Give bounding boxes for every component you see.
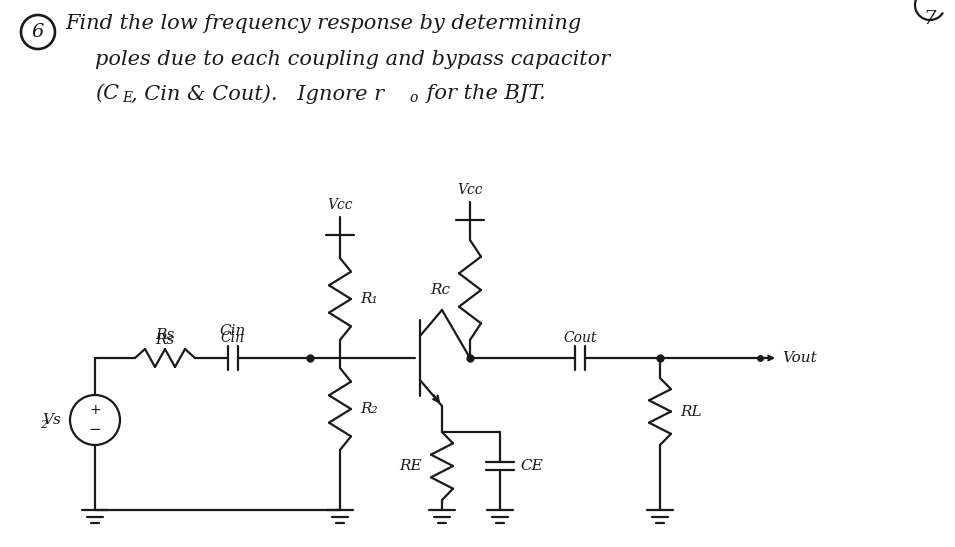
Text: Vout: Vout (782, 351, 817, 365)
Text: Cin: Cin (220, 324, 245, 338)
Text: 6: 6 (32, 23, 44, 41)
Text: Rs: Rs (156, 328, 175, 342)
Text: (C: (C (95, 84, 119, 103)
Text: , Cin & Cout).   Ignore r: , Cin & Cout). Ignore r (131, 84, 384, 104)
Text: Find the low frequency response by determining: Find the low frequency response by deter… (65, 14, 582, 33)
Text: 7: 7 (923, 10, 936, 28)
Text: RL: RL (680, 404, 702, 418)
Text: o: o (409, 91, 417, 105)
Text: Vcc: Vcc (328, 198, 352, 212)
Text: 2: 2 (40, 420, 47, 430)
Text: −: − (89, 422, 101, 438)
Text: poles due to each coupling and bypass capacitor: poles due to each coupling and bypass ca… (95, 50, 610, 69)
Text: Rc: Rc (430, 283, 450, 297)
Text: Vs: Vs (42, 413, 61, 427)
Text: RE: RE (399, 459, 422, 473)
Text: Cin: Cin (221, 331, 244, 345)
Text: E: E (122, 91, 132, 105)
Text: R₂: R₂ (360, 402, 377, 416)
Text: R₁: R₁ (360, 292, 377, 306)
Text: CE: CE (520, 459, 542, 473)
Text: for the BJT.: for the BJT. (420, 84, 545, 103)
Text: Cout: Cout (563, 331, 597, 345)
Text: Rs: Rs (156, 333, 175, 347)
Text: +: + (89, 403, 101, 417)
Text: Vcc: Vcc (457, 183, 482, 197)
